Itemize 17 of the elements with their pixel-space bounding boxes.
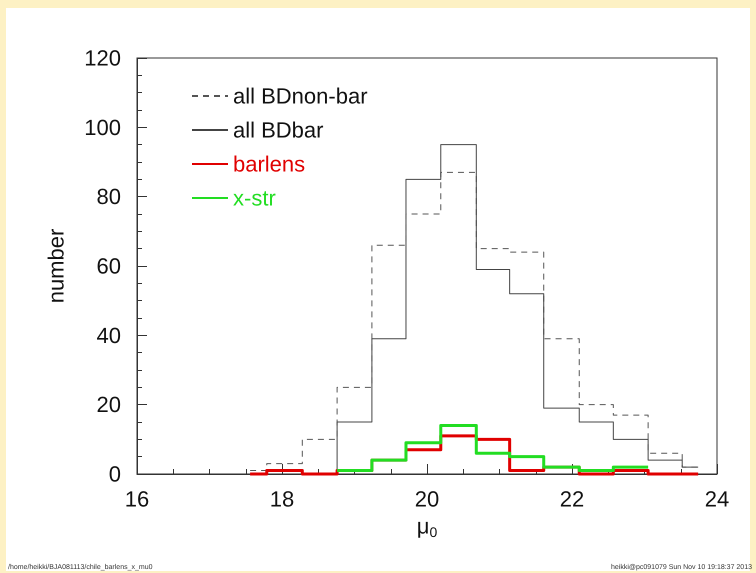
y-tick-label: 80: [96, 184, 121, 210]
y-tick-label: 20: [96, 392, 121, 418]
legend-label: x-str: [233, 186, 276, 210]
y-tick-label: 0: [108, 462, 121, 486]
x-tick-label: 22: [560, 486, 584, 512]
y-tick-label: 100: [84, 114, 121, 140]
y-tick-label: 40: [96, 322, 121, 348]
x-tick-label: 16: [124, 486, 150, 512]
y-tick-label: 120: [84, 46, 121, 70]
x-tick-label: 24: [704, 486, 730, 512]
x-tick-label: 18: [270, 486, 294, 512]
legend-label: all BDbar: [233, 118, 324, 142]
legend-label: barlens: [233, 152, 306, 176]
legend-label: all BDnon-bar: [233, 84, 368, 108]
y-axis-title: number: [44, 228, 68, 304]
y-tick-label: 60: [96, 254, 121, 278]
x-tick-label: 20: [414, 486, 440, 512]
